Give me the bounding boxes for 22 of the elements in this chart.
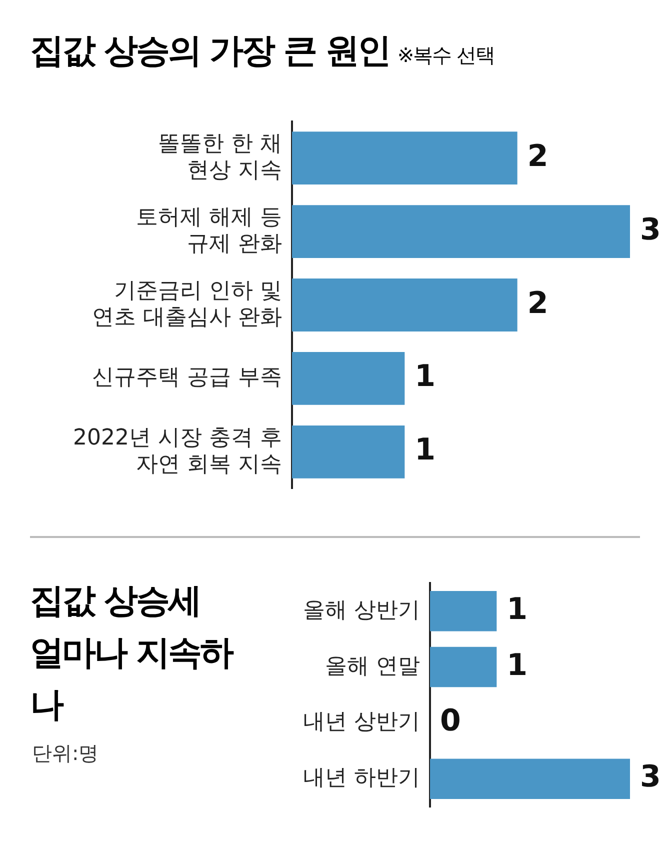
- y-tick-label: 올해 연말: [325, 654, 420, 679]
- data-label: 3: [640, 760, 661, 795]
- data-label: 3: [640, 212, 661, 248]
- data-label: 2: [527, 286, 548, 321]
- text: 단위:명: [32, 740, 99, 767]
- y-tick-label: 2022년 시장 충격 후 자연 회복 지속: [73, 425, 282, 477]
- y-tick-label: 신규주택 공급 부족: [92, 365, 282, 390]
- data-label: 1: [506, 648, 528, 683]
- data-label: 1: [506, 592, 528, 627]
- data-label: 0: [440, 704, 461, 739]
- y-tick-label: 올해 상반기: [303, 598, 420, 623]
- text: 집값 상승세 얼마나 지속하나: [30, 580, 234, 727]
- y-tick-label: 내년 하반기: [303, 766, 420, 791]
- data-label: 1: [414, 359, 436, 394]
- data-label: 1: [414, 432, 436, 468]
- chart-subtitle: ※복수 선택: [397, 43, 494, 67]
- data-label: 2: [527, 138, 548, 174]
- y-tick-label: 똘똘한 한 채 현상 지속: [158, 132, 282, 184]
- y-tick-label: 토허제 해제 등 규제 완화: [136, 205, 282, 256]
- y-tick-label: 내년 상반기: [303, 710, 420, 735]
- y-tick-label: 기준금리 인하 및 연초 대출심사 완화: [92, 278, 282, 330]
- chart-title: 집값 상승의 가장 큰 원인: [30, 31, 390, 71]
